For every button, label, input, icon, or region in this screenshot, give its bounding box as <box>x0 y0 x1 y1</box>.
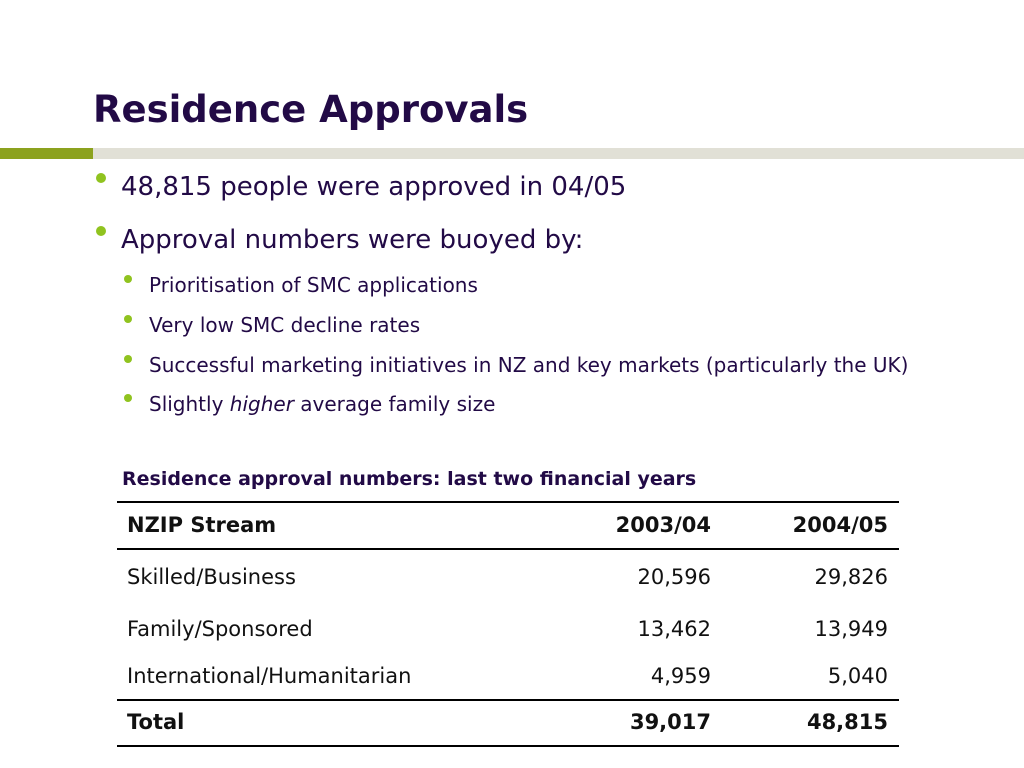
bullet-dot-icon <box>124 355 132 363</box>
sub-bullet-text: Very low SMC decline rates <box>149 313 421 337</box>
header-stream: NZIP Stream <box>127 513 277 537</box>
title-accent-bar <box>0 148 93 159</box>
bullet-dot-icon <box>124 315 132 323</box>
total-label: Total <box>127 710 185 734</box>
row-stream: International/Humanitarian <box>127 664 412 688</box>
sub-bullet-prioritisation: Prioritisation of SMC applications <box>124 273 478 297</box>
sub-bullet-emphasis: higher <box>229 392 294 416</box>
row-2004-05: 29,826 <box>814 565 888 589</box>
table-total-rule <box>117 699 899 701</box>
sub-bullet-decline-rates: Very low SMC decline rates <box>124 313 421 337</box>
row-2004-05: 13,949 <box>814 617 888 641</box>
row-2003-04: 13,462 <box>637 617 711 641</box>
total-2003-04: 39,017 <box>629 710 711 734</box>
sub-bullet-family-size: Slightly higher average family size <box>124 392 496 416</box>
bullet-buoyed-by: Approval numbers were buoyed by: <box>96 225 584 255</box>
row-2004-05: 5,040 <box>827 664 888 688</box>
bullet-dot-icon <box>96 173 106 183</box>
sub-bullet-text: Prioritisation of SMC applications <box>149 273 478 297</box>
bullet-dot-icon <box>124 394 132 402</box>
row-stream: Family/Sponsored <box>127 617 313 641</box>
bullet-text: 48,815 people were approved in 04/05 <box>121 172 627 202</box>
bullet-dot-icon <box>96 226 106 236</box>
header-2004-05: 2004/05 <box>792 513 888 537</box>
row-2003-04: 20,596 <box>637 565 711 589</box>
total-2004-05: 48,815 <box>806 710 888 734</box>
sub-bullet-text: Successful marketing initiatives in NZ a… <box>149 353 909 377</box>
bullet-approved-count: 48,815 people were approved in 04/05 <box>96 172 627 202</box>
table-header-rule <box>117 548 899 550</box>
row-2003-04: 4,959 <box>650 664 711 688</box>
header-2003-04: 2003/04 <box>615 513 711 537</box>
bullet-text: Approval numbers were buoyed by: <box>121 225 584 255</box>
slide-title: Residence Approvals <box>93 88 529 131</box>
table-bottom-rule <box>117 745 899 747</box>
table-caption: Residence approval numbers: last two fin… <box>122 468 697 490</box>
row-stream: Skilled/Business <box>127 565 296 589</box>
sub-bullet-text-after: average family size <box>293 392 496 416</box>
table-top-rule <box>117 501 899 503</box>
sub-bullet-marketing: Successful marketing initiatives in NZ a… <box>124 353 909 377</box>
bullet-dot-icon <box>124 275 132 283</box>
sub-bullet-text-before: Slightly <box>149 392 230 416</box>
title-rule <box>93 148 1024 159</box>
